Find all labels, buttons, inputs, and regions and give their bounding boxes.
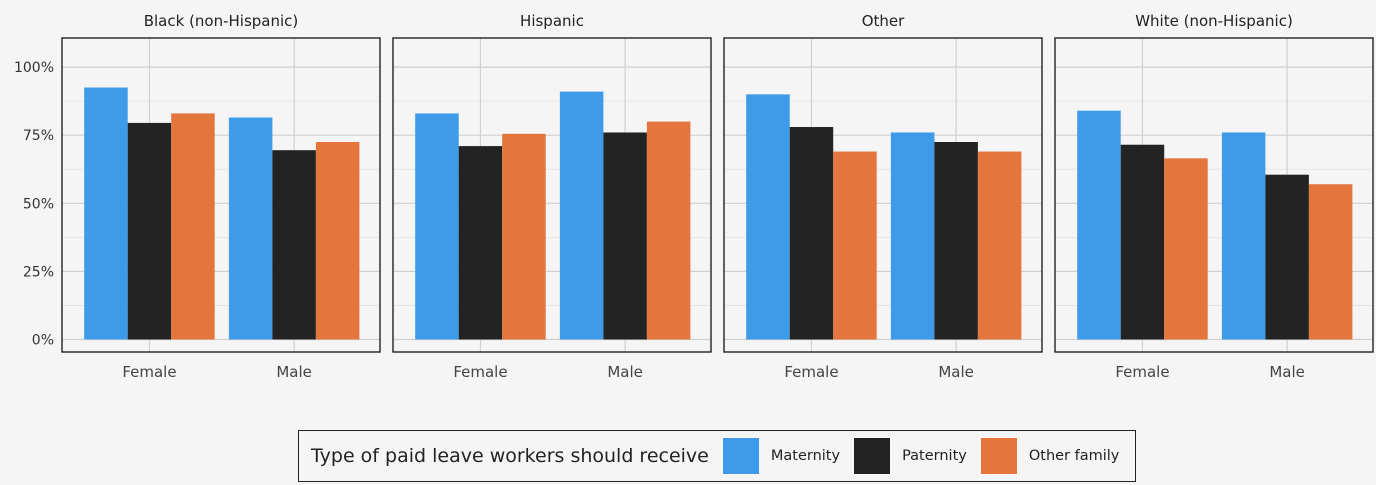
faceted-bar-chart: 0% 25% 50% 75% 100% Female Male Black (non-Hisp… [14, 12, 1374, 381]
bar-other-family [502, 133, 546, 340]
legend-label-other-family: Other family [1028, 448, 1120, 464]
bar-paternity [1120, 144, 1165, 340]
bar-other-family [977, 151, 1022, 340]
x-tick-label: Male [607, 363, 643, 381]
panel-border [723, 37, 1043, 353]
bar-paternity [127, 122, 172, 340]
bar-other-family [171, 113, 215, 340]
bar-other-family [646, 121, 691, 340]
legend-title: Type of paid leave workers should receiv… [311, 445, 709, 467]
panel-border [392, 37, 712, 353]
bar-paternity [272, 150, 316, 340]
x-tick-label: Male [1269, 363, 1305, 381]
y-tick-label: 100% [14, 60, 54, 76]
bar-maternity [84, 87, 128, 340]
bar-paternity [1265, 174, 1309, 340]
y-tick-label: 0% [32, 333, 54, 349]
x-tick-label: Female [1115, 363, 1169, 381]
x-tick-label: Female [453, 363, 507, 381]
facet-title: Hispanic [520, 12, 584, 30]
bar-other-family [1164, 158, 1208, 340]
facet-title: Black (non-Hispanic) [144, 12, 299, 30]
facet-title: White (non-Hispanic) [1135, 12, 1293, 30]
y-tick-label: 75% [23, 128, 54, 144]
bar-paternity [458, 146, 503, 340]
y-tick-label: 25% [23, 264, 54, 280]
bar-other-family [1308, 184, 1353, 340]
legend-label-maternity: Maternity [770, 448, 841, 464]
facet-title: Other [862, 12, 905, 30]
bar-paternity [789, 127, 834, 340]
legend: Type of paid leave workers should receiv… [298, 430, 1136, 482]
bar-maternity [559, 91, 604, 340]
x-tick-label: Male [276, 363, 312, 381]
bar-maternity [1221, 132, 1266, 340]
x-tick-label: Female [122, 363, 176, 381]
bar-maternity [415, 113, 459, 340]
bar-other-family [315, 142, 360, 340]
x-tick-label: Male [938, 363, 974, 381]
legend-key-maternity [722, 438, 759, 474]
x-tick-label: Female [784, 363, 838, 381]
bar-maternity [228, 117, 273, 340]
bar-paternity [603, 132, 647, 340]
panel-border [1054, 37, 1374, 353]
legend-key-other-family [980, 438, 1017, 474]
legend-item-maternity: Maternity [722, 438, 841, 474]
legend-label-paternity: Paternity [902, 448, 967, 464]
bar-paternity [934, 142, 978, 340]
bar-other-family [833, 151, 877, 340]
bar-maternity [890, 132, 935, 340]
legend-item-paternity: Paternity [854, 438, 967, 474]
bar-maternity [1077, 110, 1121, 340]
legend-item-other-family: Other family [980, 438, 1120, 474]
bar-maternity [746, 94, 790, 340]
y-tick-label: 50% [23, 196, 54, 212]
panel-border [61, 37, 381, 353]
legend-key-paternity [854, 438, 891, 474]
